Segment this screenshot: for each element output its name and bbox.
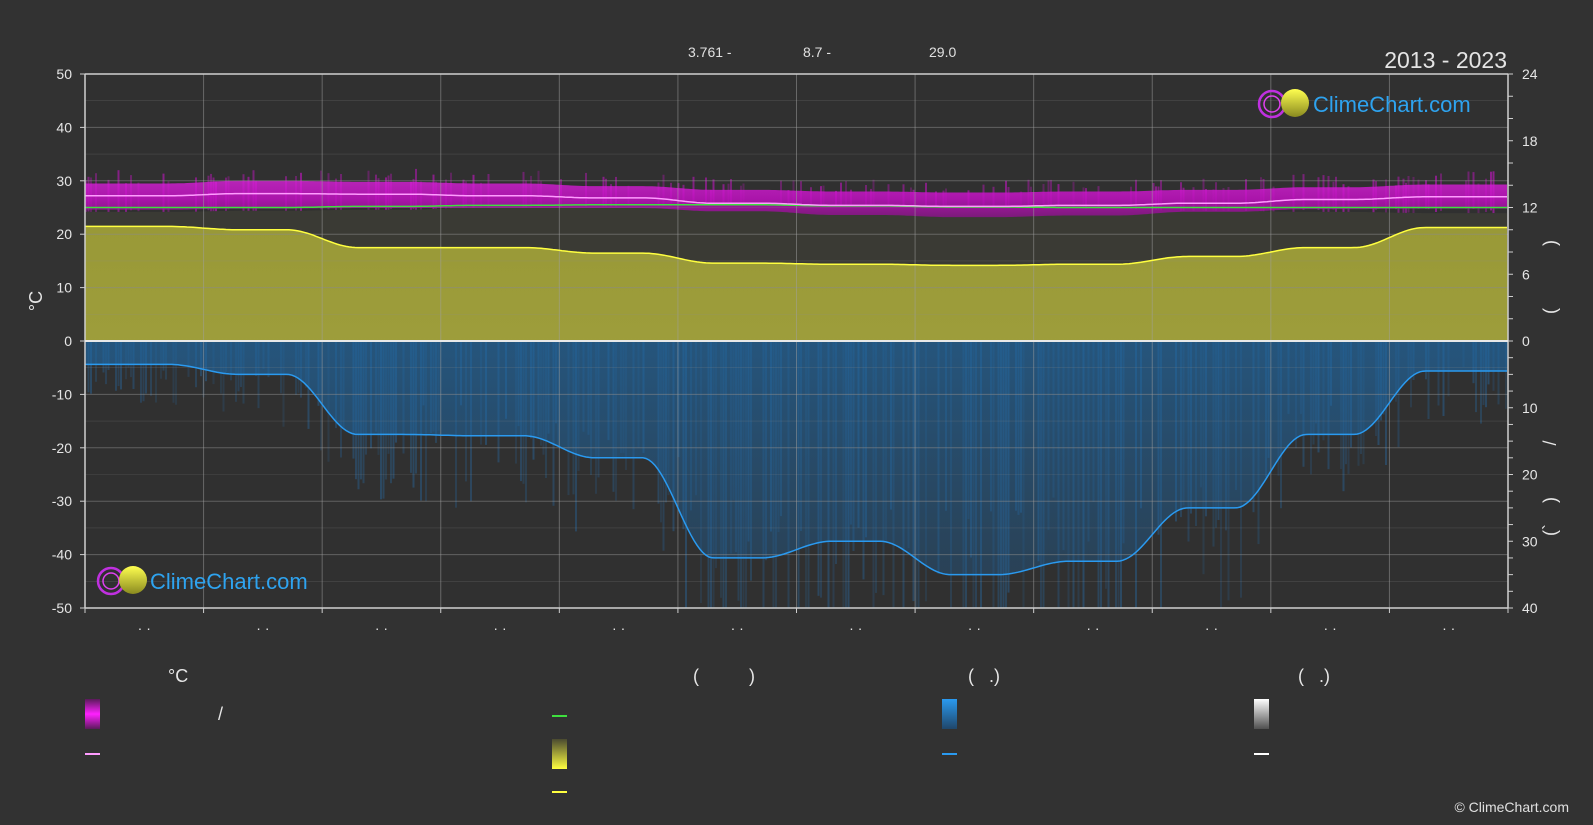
y-tick-label: 10	[56, 280, 72, 296]
logo-sun-icon	[1281, 89, 1309, 117]
legend-precip-swatch	[942, 699, 957, 729]
legend-temp-range-swatch	[85, 699, 100, 729]
y-tick-label: 30	[56, 173, 72, 189]
right-lower-tick-label: 30	[1522, 533, 1538, 549]
x-tick-label: · ·	[375, 620, 388, 636]
logo-top[interactable]: ClimeChart.com	[1257, 89, 1471, 119]
y-tick-label: 0	[64, 333, 72, 349]
legend-col4-header: ( .)	[1298, 666, 1330, 686]
precipitation-variation-streak	[1482, 341, 1485, 405]
chart-title: 2013 - 2023	[1384, 47, 1507, 73]
x-tick-label: · ·	[731, 620, 744, 636]
logo-bottom[interactable]: ClimeChart.com	[96, 566, 308, 596]
precipitation-variation-streak	[1437, 341, 1440, 406]
x-tick-label: · ·	[493, 620, 506, 636]
logo-text: ClimeChart.com	[150, 569, 308, 594]
legend-snow-swatch	[1254, 699, 1269, 729]
y-tick-label: -40	[52, 547, 72, 563]
x-tick-label: · ·	[1205, 620, 1218, 636]
precipitation-variation-streak	[140, 341, 142, 403]
axes: 50 40 30 20 10 0 -10 -20 -30 -40 -50 24 18 12 6 0 10 20 30…	[52, 66, 1538, 636]
y-tick-label: -50	[52, 600, 72, 616]
right-upper-tick-label: 6	[1522, 266, 1530, 282]
precipitation-line	[85, 363, 1507, 576]
legend: °C ( ) ( .) ( .) /	[85, 666, 1330, 793]
precipitation-variation-streak	[1497, 341, 1500, 405]
x-tick-label: · ·	[612, 620, 625, 636]
precipitation-variation-streak	[120, 341, 122, 390]
precipitation-variation-streak	[1427, 341, 1430, 419]
precipitation-variation-streak	[172, 341, 175, 403]
x-tick-label: · ·	[1324, 620, 1337, 636]
logo-text: ClimeChart.com	[1313, 92, 1471, 117]
x-tick-label: · ·	[1086, 620, 1099, 636]
precipitation-variation-streak	[90, 341, 92, 394]
precipitation-variation-streak	[1442, 341, 1445, 416]
x-tick-label: · ·	[849, 620, 862, 636]
temperature-mean-line	[85, 192, 1507, 208]
y-tick-label: -30	[52, 493, 72, 509]
precipitation-variation-streak	[1505, 341, 1507, 409]
header-value-2: 8.7 -	[803, 44, 831, 60]
precipitation-variation-streak	[142, 341, 145, 402]
left-axis-label: °C	[26, 291, 46, 311]
data-lines	[85, 192, 1507, 576]
precipitation-variation-streak	[150, 341, 152, 396]
x-tick-label: · ·	[968, 620, 981, 636]
precipitation-variation-streak	[1475, 341, 1477, 413]
x-tick-label: · ·	[1442, 620, 1455, 636]
y-tick-label: -10	[52, 386, 72, 402]
precipitation-variation-streak	[145, 341, 147, 394]
sunshine-line	[85, 225, 1507, 267]
right-lower-tick-label: 20	[1522, 467, 1538, 483]
legend-col1-header: °C	[168, 666, 188, 686]
legend-sunshine-swatch	[552, 739, 567, 769]
right-axis-mark-5: (`	[1540, 524, 1560, 536]
logo-ring-inner-icon	[1263, 95, 1281, 113]
header-value-1: 3.761 -	[688, 44, 732, 60]
precipitation-variation-streak	[1485, 341, 1487, 408]
precipitation-variation-streak	[282, 341, 285, 427]
legend-col3-header: ( .)	[968, 666, 1000, 686]
right-upper-tick-label: 24	[1522, 66, 1538, 82]
right-upper-tick-label: 12	[1522, 200, 1538, 216]
sea-temperature-line	[85, 204, 1507, 209]
right-upper-tick-label: 0	[1522, 333, 1530, 349]
right-lower-tick-label: 10	[1522, 400, 1538, 416]
precipitation-variation-streak	[175, 341, 177, 405]
right-upper-tick-label: 18	[1522, 133, 1538, 149]
x-tick-label: · ·	[138, 620, 151, 636]
right-axis-mark-1: )	[1540, 240, 1560, 246]
logo-ring-inner-icon	[102, 572, 120, 590]
y-tick-label: 50	[56, 66, 72, 82]
logo-sun-icon	[119, 566, 147, 594]
y-tick-label: -20	[52, 440, 72, 456]
precipitation-variation-streak	[87, 341, 90, 393]
precipitation-variation-streak	[222, 341, 225, 412]
y-tick-label: 40	[56, 119, 72, 135]
right-axis-mark-4: )	[1540, 497, 1560, 503]
copyright[interactable]: © ClimeChart.com	[1454, 799, 1569, 815]
header-value-3: 29.0	[929, 44, 956, 60]
right-axis-mark-3: /	[1540, 440, 1560, 445]
y-tick-label: 20	[56, 226, 72, 242]
precipitation-variation-streak	[1480, 341, 1482, 424]
right-axis-mark-2: (	[1540, 308, 1560, 314]
precipitation-variation-streak	[155, 341, 157, 403]
precipitation-variation-streak	[115, 341, 117, 391]
legend-col2-header: ( )	[693, 666, 755, 686]
legend-slash: /	[218, 704, 223, 724]
right-lower-tick-label: 40	[1522, 600, 1538, 616]
x-tick-label: · ·	[256, 620, 269, 636]
